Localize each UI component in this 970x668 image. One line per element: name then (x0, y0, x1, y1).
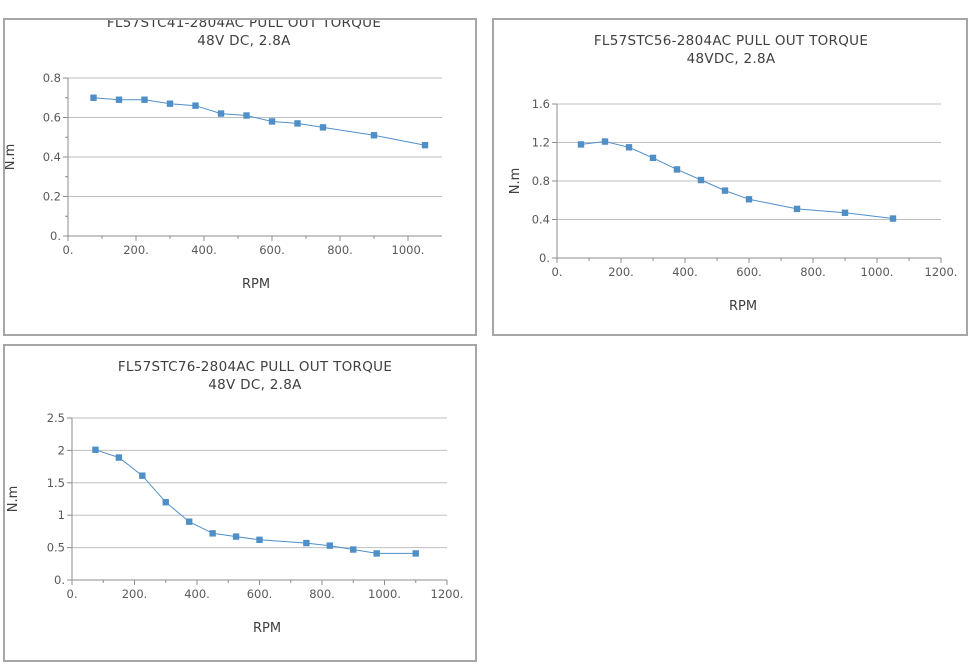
chart-subtitle: 48V DC, 2.8A (197, 33, 291, 49)
x-axis-label: RPM (729, 299, 757, 314)
data-point (232, 533, 240, 540)
chart-title: FL57STC76-2804AC PULL OUT TORQUE (118, 359, 392, 375)
data-point (162, 499, 169, 506)
data-point (370, 132, 378, 139)
plot-group: FL57STC56-2804AC PULL OUT TORQUE 48VDC, 2… (508, 33, 957, 314)
data-point (412, 550, 419, 557)
x-axis-label: RPM (253, 621, 281, 636)
x-tick-label: 200. (608, 265, 634, 279)
chart-subtitle: 48V DC, 2.8A (208, 377, 302, 393)
data-point (217, 110, 225, 117)
data-point (256, 536, 263, 544)
y-tick-label: 0.5 (47, 541, 65, 555)
y-tick-label: 0.6 (43, 111, 61, 125)
data-point (889, 215, 897, 222)
data-point (697, 176, 705, 184)
data-point (319, 124, 327, 131)
data-point (649, 154, 657, 162)
data-point (793, 205, 801, 213)
data-point (601, 138, 609, 145)
y-tick-label: 1.6 (532, 97, 550, 111)
torque-chart-stc76: FL57STC76-2804AC PULL OUT TORQUE 48V DC, … (6, 359, 463, 636)
x-tick-label: 1000. (392, 243, 425, 257)
x-tick-label: 0. (67, 587, 78, 601)
x-tick-label: 200. (123, 243, 149, 257)
x-tick-label: 800. (309, 587, 335, 601)
plot-group: FL57STC41-2804AC PULL OUT TORQUE 48V DC, … (5, 20, 442, 292)
data-point (841, 209, 849, 216)
x-tick-label: 800. (327, 243, 353, 257)
y-axis-label: N.m (5, 144, 18, 171)
data-point (192, 102, 199, 109)
torque-chart-stc41: FL57STC41-2804AC PULL OUT TORQUE 48V DC, … (5, 20, 442, 292)
data-point (268, 118, 276, 125)
chart-panel-stc76: FL57STC76-2804AC PULL OUT TORQUE 48V DC, … (3, 344, 477, 662)
data-point (625, 144, 633, 151)
data-point (166, 100, 174, 107)
y-tick-label: 0. (539, 251, 550, 265)
y-tick-label: 1.2 (532, 136, 550, 150)
data-point (115, 96, 123, 103)
x-tick-label: 400. (184, 587, 210, 601)
data-point (421, 141, 429, 149)
y-tick-label: 1.5 (47, 476, 65, 490)
x-tick-label: 600. (736, 265, 762, 279)
data-point (90, 94, 97, 101)
data-point (141, 96, 148, 103)
y-tick-label: 0.8 (43, 71, 61, 85)
x-tick-label: 800. (800, 265, 826, 279)
y-tick-label: 2.5 (47, 411, 65, 425)
y-tick-label: 0. (50, 229, 61, 243)
data-point (303, 539, 310, 547)
data-point (326, 542, 334, 549)
series-line (93, 97, 426, 146)
data-point (721, 187, 729, 194)
data-point (139, 472, 146, 479)
y-axis-label: N.m (6, 486, 21, 513)
x-tick-label: 600. (247, 587, 273, 601)
chart-title: FL57STC56-2804AC PULL OUT TORQUE (594, 33, 868, 49)
x-tick-label: 1000. (861, 265, 894, 279)
data-point (745, 196, 753, 203)
plot-group: FL57STC76-2804AC PULL OUT TORQUE 48V DC, … (6, 359, 463, 636)
y-axis-label: N.m (508, 168, 523, 195)
y-tick-label: 0.8 (532, 174, 550, 188)
x-tick-label: 200. (122, 587, 148, 601)
chart-panel-stc41: FL57STC41-2804AC PULL OUT TORQUE 48V DC, … (3, 18, 477, 336)
data-point (373, 550, 380, 557)
x-tick-label: 1000. (368, 587, 401, 601)
x-tick-label: 600. (259, 243, 285, 257)
data-point (115, 454, 123, 461)
x-tick-label: 0. (63, 243, 74, 257)
x-tick-label: 400. (191, 243, 217, 257)
data-point (243, 112, 250, 119)
y-tick-label: 0.2 (43, 190, 61, 204)
data-point (185, 518, 193, 525)
data-point (294, 120, 301, 127)
data-point (673, 166, 681, 173)
data-point (577, 141, 585, 148)
x-tick-label: 1200. (431, 587, 464, 601)
series-line (95, 449, 416, 554)
y-tick-label: 0.4 (43, 150, 61, 164)
data-point (209, 530, 216, 537)
y-tick-label: 1 (58, 508, 65, 522)
data-point (350, 546, 357, 553)
x-axis-label: RPM (242, 277, 270, 292)
chart-subtitle: 48VDC, 2.8A (687, 51, 776, 67)
y-tick-label: 0.4 (532, 213, 550, 227)
y-tick-label: 2 (58, 443, 65, 457)
torque-chart-stc56: FL57STC56-2804AC PULL OUT TORQUE 48VDC, 2… (508, 33, 957, 314)
chart-panel-stc56: FL57STC56-2804AC PULL OUT TORQUE 48VDC, 2… (492, 18, 968, 336)
x-tick-label: 400. (672, 265, 698, 279)
data-point (92, 446, 99, 453)
series-line (580, 140, 894, 219)
chart-title: FL57STC41-2804AC PULL OUT TORQUE (107, 20, 381, 31)
x-tick-label: 0. (552, 265, 563, 279)
x-tick-label: 1200. (925, 265, 958, 279)
y-tick-label: 0. (54, 573, 65, 587)
